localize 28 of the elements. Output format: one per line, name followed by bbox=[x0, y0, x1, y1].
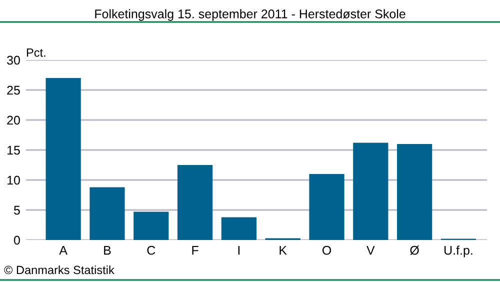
bar bbox=[221, 217, 256, 240]
bar bbox=[309, 174, 344, 240]
x-tick-label: Ø bbox=[410, 246, 419, 255]
y-tick-label: 5 bbox=[14, 206, 20, 215]
bar bbox=[46, 78, 81, 240]
x-tick-label: A bbox=[59, 246, 68, 255]
x-tick-label: I bbox=[238, 246, 240, 255]
y-tick-label: 20 bbox=[7, 116, 20, 125]
x-tick-label: F bbox=[192, 246, 198, 255]
y-axis-title: Pct. bbox=[26, 48, 46, 57]
x-tick-label: K bbox=[280, 246, 287, 255]
y-tick-label: 15 bbox=[7, 146, 20, 155]
bar bbox=[90, 187, 125, 240]
bar bbox=[177, 165, 213, 240]
y-tick-label: 10 bbox=[7, 176, 20, 185]
bar bbox=[134, 212, 169, 240]
x-tick-label: U.f.p. bbox=[444, 246, 472, 258]
chart-title: Folketingsvalg 15. september 2011 - Herstedøster Skole bbox=[95, 9, 406, 21]
text: © Danmarks Statistik bbox=[4, 265, 114, 274]
x-tick-label: O bbox=[322, 246, 332, 255]
x-tick-label: C bbox=[147, 246, 156, 255]
y-tick-label: 30 bbox=[7, 56, 20, 65]
x-tick-label: V bbox=[366, 246, 375, 255]
bar bbox=[353, 142, 388, 240]
x-tick-label: B bbox=[104, 246, 111, 255]
y-tick-label: 25 bbox=[7, 86, 20, 95]
bar bbox=[396, 144, 432, 240]
y-tick-label: 0 bbox=[14, 236, 20, 245]
